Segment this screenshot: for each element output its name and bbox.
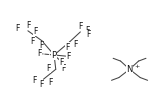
Text: F: F bbox=[61, 64, 65, 73]
Text: F: F bbox=[59, 58, 63, 67]
Text: F: F bbox=[74, 40, 78, 49]
Text: N: N bbox=[126, 65, 133, 74]
Text: F: F bbox=[78, 22, 82, 31]
Text: F: F bbox=[66, 52, 71, 61]
Text: F: F bbox=[86, 26, 90, 35]
Text: F: F bbox=[37, 49, 42, 58]
Text: F: F bbox=[27, 21, 31, 30]
Text: F: F bbox=[33, 76, 37, 85]
Text: F: F bbox=[34, 27, 38, 36]
Text: P: P bbox=[51, 50, 57, 60]
Text: F: F bbox=[30, 37, 34, 46]
Text: F: F bbox=[46, 64, 51, 73]
Text: +: + bbox=[134, 64, 139, 69]
Text: F: F bbox=[86, 30, 90, 39]
Text: F: F bbox=[66, 43, 70, 52]
Text: F: F bbox=[39, 41, 43, 50]
Text: F: F bbox=[48, 78, 52, 87]
Text: F: F bbox=[40, 80, 44, 89]
Text: F: F bbox=[16, 24, 20, 33]
